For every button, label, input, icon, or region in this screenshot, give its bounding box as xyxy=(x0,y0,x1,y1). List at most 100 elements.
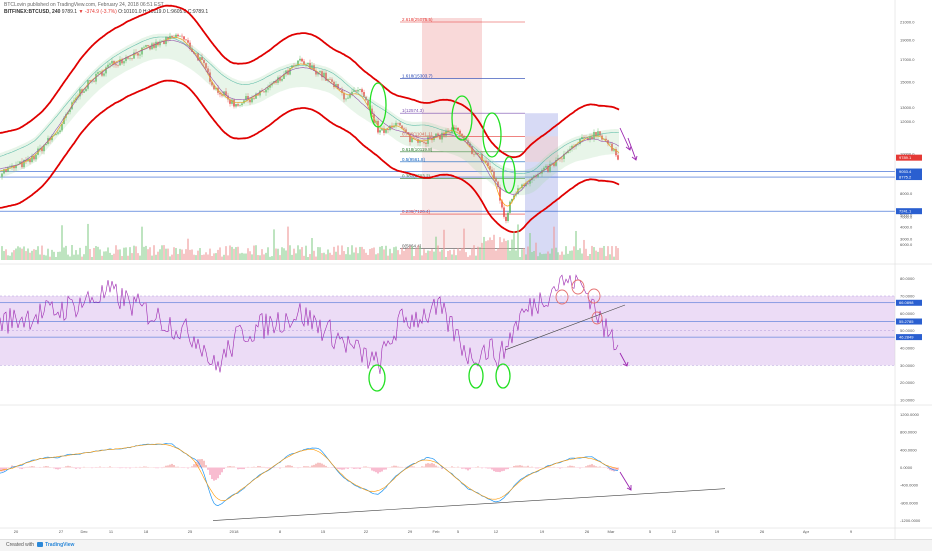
volume-bar xyxy=(153,245,154,260)
volume-bar xyxy=(617,248,618,260)
volume-bar xyxy=(47,249,48,260)
macd-histogram-bar xyxy=(91,468,92,469)
volume-bar xyxy=(341,245,342,260)
macd-histogram-bar xyxy=(495,468,496,472)
volume-bar xyxy=(81,257,82,260)
volume-bar xyxy=(163,245,164,260)
macd-histogram-bar xyxy=(261,467,262,468)
volume-bar xyxy=(591,246,592,260)
volume-bar xyxy=(379,247,380,260)
macd-histogram-bar xyxy=(279,468,280,469)
volume-bar xyxy=(353,252,354,260)
macd-histogram-bar xyxy=(507,468,508,470)
volume-bar xyxy=(469,255,470,260)
macd-histogram-bar xyxy=(67,466,68,468)
volume-bar xyxy=(313,251,314,260)
down-arrow-price xyxy=(620,128,631,150)
volume-bar xyxy=(363,249,364,260)
macd-histogram-bar xyxy=(381,468,382,472)
volume-bar xyxy=(393,247,394,260)
volume-bar xyxy=(185,249,186,260)
volume-bar xyxy=(245,254,246,260)
volume-bar xyxy=(457,248,458,260)
volume-bar xyxy=(485,241,486,260)
macd-histogram-bar xyxy=(109,466,110,467)
volume-bar xyxy=(93,248,94,260)
volume-bar xyxy=(479,247,480,260)
volume-bar xyxy=(345,254,346,260)
volume-bar xyxy=(107,247,108,260)
macd-histogram-bar xyxy=(139,467,140,468)
macd-histogram-bar xyxy=(591,464,592,467)
time-axis-label: Feb xyxy=(433,529,441,534)
rsi-axis-label: 70.0000 xyxy=(900,294,915,299)
volume-bar xyxy=(111,255,112,260)
volume-bar xyxy=(603,246,604,260)
volume-bar xyxy=(243,254,244,260)
macd-histogram-bar xyxy=(265,468,266,469)
macd-histogram-bar xyxy=(579,468,580,469)
volume-bar xyxy=(277,249,278,260)
macd-histogram-bar xyxy=(251,467,252,468)
macd-axis-label: -800.0000 xyxy=(900,500,919,505)
volume-bar xyxy=(75,250,76,260)
volume-bar xyxy=(155,255,156,260)
macd-histogram-bar xyxy=(155,468,156,469)
volume-bar xyxy=(589,254,590,260)
volume-bar xyxy=(611,246,612,260)
volume-bar xyxy=(309,254,310,260)
macd-histogram-bar xyxy=(383,468,384,470)
macd-histogram-bar xyxy=(65,466,66,467)
macd-histogram-bar xyxy=(21,468,22,470)
volume-bar xyxy=(23,246,24,260)
volume-bar xyxy=(237,247,238,260)
time-axis-label: 26 xyxy=(585,529,590,534)
volume-bar xyxy=(249,251,250,260)
price-badge-label: 7241.1 xyxy=(899,209,912,214)
macd-histogram-bar xyxy=(435,466,436,468)
macd-histogram-bar xyxy=(441,468,442,469)
volume-bar xyxy=(139,256,140,260)
volume-bar xyxy=(73,255,74,260)
volume-bar xyxy=(219,247,220,260)
time-axis-label: 18 xyxy=(144,529,149,534)
price-axis-label: 3000.0 xyxy=(900,237,913,242)
candle-body xyxy=(177,35,178,37)
volume-bar xyxy=(281,247,282,260)
volume-bar xyxy=(85,246,86,260)
macd-histogram-bar xyxy=(421,466,422,467)
macd-histogram-bar xyxy=(237,468,238,470)
volume-bar xyxy=(41,246,42,260)
volume-bar xyxy=(175,248,176,260)
macd-histogram-bar xyxy=(69,466,70,467)
macd-axis-label: 1200.0000 xyxy=(900,412,920,417)
macd-histogram-bar xyxy=(169,465,170,468)
macd-histogram-bar xyxy=(429,464,430,468)
macd-trendline xyxy=(213,489,725,521)
volume-bar xyxy=(403,251,404,260)
volume-bar xyxy=(515,250,516,260)
macd-histogram-bar xyxy=(57,468,58,470)
volume-bar xyxy=(265,253,266,260)
macd-histogram-bar xyxy=(489,468,490,469)
volume-bar xyxy=(369,249,370,260)
volume-bar xyxy=(95,246,96,260)
volume-bar xyxy=(143,247,144,260)
volume-bar xyxy=(551,248,552,260)
volume-bar xyxy=(593,247,594,260)
macd-histogram-bar xyxy=(487,468,488,469)
macd-histogram-bar xyxy=(71,467,72,468)
volume-bar xyxy=(535,243,536,260)
macd-histogram-bar xyxy=(391,466,392,467)
volume-bar xyxy=(191,249,192,260)
macd-histogram-bar xyxy=(513,466,514,468)
fib-level-label: 0.5(9561.8) xyxy=(402,157,426,162)
volume-bar xyxy=(519,257,520,260)
candle-body xyxy=(509,202,510,213)
macd-histogram-bar xyxy=(397,467,398,468)
volume-bar xyxy=(261,249,262,260)
macd-histogram-bar xyxy=(613,468,614,472)
volume-bar xyxy=(339,255,340,260)
